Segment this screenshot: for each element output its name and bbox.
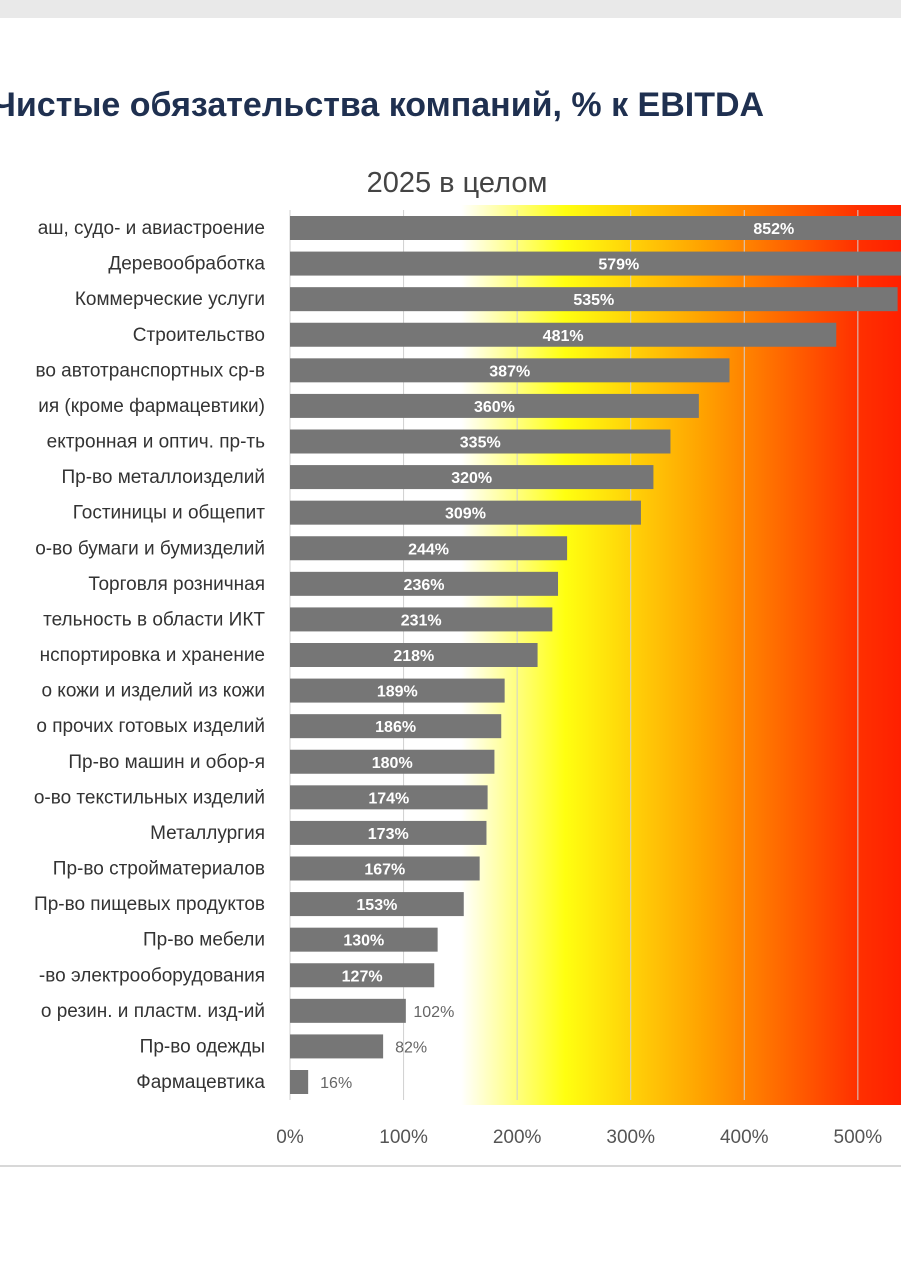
value-label: 174%: [368, 790, 409, 807]
y-tick-label: нспортировка и хранение: [40, 645, 265, 666]
chart-subtitle: 2025 в целом: [367, 167, 548, 199]
y-tick-label: Пр-во металлоизделий: [61, 467, 265, 488]
bar: [290, 1034, 384, 1059]
bar: [290, 785, 488, 810]
bar: [290, 287, 898, 312]
x-tick-label: 100%: [379, 1127, 428, 1148]
value-label: 102%: [413, 1004, 454, 1021]
bar: [290, 963, 435, 988]
value-label: 173%: [368, 826, 409, 843]
labels: 0% 100% 200% 300% 400% 500% аш, судо- и авиаст…: [34, 218, 882, 1148]
value-label: 180%: [372, 755, 413, 772]
y-tick-label: ия (кроме фармацевтики): [38, 396, 265, 417]
top-band: [0, 0, 901, 18]
bar: [290, 465, 654, 490]
y-tick-label: во автотранспортных ср-в: [35, 360, 265, 381]
bar: [290, 892, 464, 917]
y-tick-label: о прочих готовых изделий: [36, 716, 265, 737]
y-tick-label: Пр-во пищевых продуктов: [34, 894, 265, 915]
y-tick-label: Деревообработка: [108, 254, 265, 275]
x-tick-label: 300%: [606, 1127, 655, 1148]
x-tick-label: 400%: [720, 1127, 769, 1148]
y-tick-label: о-во бумаги и бумизделий: [35, 538, 265, 559]
value-label: 130%: [343, 933, 384, 950]
bar: [290, 536, 568, 561]
value-label: 320%: [451, 470, 492, 487]
y-tick-label: о-во текстильных изделий: [34, 787, 265, 808]
value-label: 335%: [460, 435, 501, 452]
value-label: 360%: [474, 399, 515, 416]
bar: [290, 1070, 309, 1094]
y-tick-label: тельность в области ИКТ: [43, 609, 265, 630]
x-tick-label: 500%: [834, 1127, 883, 1148]
bar: [290, 216, 901, 240]
y-tick-label: Пр-во машин и обор-я: [68, 752, 265, 773]
value-label: 852%: [753, 221, 794, 238]
bar: [290, 607, 553, 632]
value-label: 387%: [489, 363, 530, 380]
y-tick-label: Пр-во одежды: [140, 1036, 265, 1057]
x-tick-label: 200%: [493, 1127, 542, 1148]
value-label: 82%: [395, 1039, 427, 1056]
bars: [290, 216, 901, 1094]
value-label: 579%: [598, 257, 639, 274]
bar: [290, 749, 495, 774]
value-label: 309%: [445, 506, 486, 523]
y-tick-label: Торговля розничная: [88, 574, 265, 595]
y-tick-label: Строительство: [133, 325, 265, 346]
bar: [290, 643, 538, 667]
bar: [290, 500, 641, 525]
value-label: 186%: [375, 719, 416, 736]
value-label: 236%: [404, 577, 445, 594]
bar: [290, 927, 438, 952]
value-label: 189%: [377, 684, 418, 701]
bar: [290, 714, 502, 739]
bar: [290, 856, 480, 881]
bar: [290, 358, 730, 383]
value-label: 218%: [393, 648, 434, 665]
bar: [290, 429, 671, 454]
x-tick-label: 0%: [276, 1127, 304, 1148]
y-tick-label: Пр-во мебели: [143, 930, 265, 951]
y-tick-label: Пр-во стройматериалов: [53, 859, 265, 880]
y-tick-label: -во электрооборудования: [39, 965, 265, 986]
y-tick-label: Металлургия: [150, 823, 265, 844]
bar: [290, 251, 901, 276]
chart-title: Чистые обязательства компаний, % к EBITD…: [0, 86, 764, 124]
y-tick-label: Гостиницы и общепит: [73, 503, 266, 524]
value-label: 127%: [342, 968, 383, 985]
value-label: 244%: [408, 541, 449, 558]
y-tick-label: Фармацевтика: [136, 1072, 265, 1093]
y-tick-label: ектронная и оптич. пр-ть: [47, 432, 265, 453]
bar: [290, 998, 406, 1023]
value-label: 167%: [364, 862, 405, 879]
value-label: 535%: [573, 292, 614, 309]
bar: [290, 393, 699, 418]
bar: [290, 820, 487, 845]
bar: [290, 322, 837, 347]
value-label: 481%: [543, 328, 584, 345]
y-tick-label: о резин. и пластм. изд-ий: [41, 1001, 265, 1022]
value-label: 153%: [356, 897, 397, 914]
y-tick-label: аш, судо- и авиастроение: [38, 218, 265, 239]
bar: [290, 678, 505, 703]
y-tick-label: Коммерческие услуги: [75, 289, 265, 310]
y-tick-label: о кожи и изделий из кожи: [41, 681, 265, 702]
bar: [290, 571, 559, 596]
value-label: 16%: [320, 1075, 352, 1092]
value-label: 231%: [401, 612, 442, 629]
